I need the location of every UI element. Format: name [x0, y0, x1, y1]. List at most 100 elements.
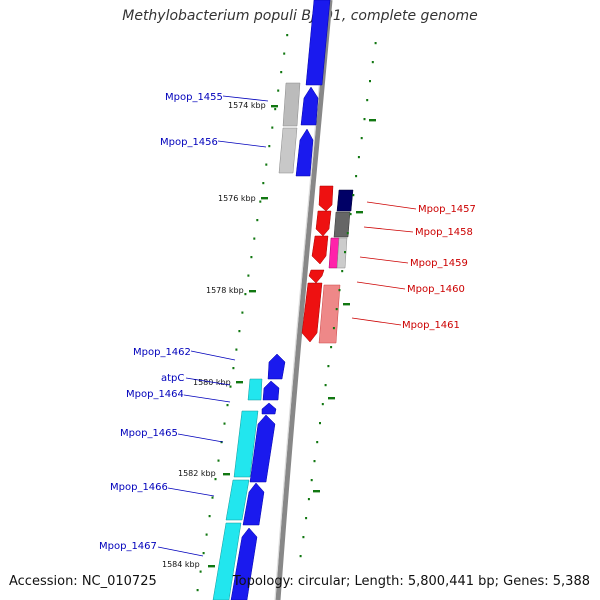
scale-dot: [241, 311, 244, 314]
gene-arrow-mpop-1462[interactable]: [267, 353, 286, 380]
forward-annotation-blocks: [212, 82, 301, 600]
scale-dot: [302, 536, 305, 539]
scale-label-1584: 1584 kbp: [162, 560, 200, 569]
scale-major-tick: [328, 397, 335, 400]
scale-dot: [371, 61, 374, 64]
scale-dot: [211, 496, 214, 499]
scale-dot: [262, 182, 265, 185]
gene-label-mpop-1460[interactable]: Mpop_1460: [407, 284, 465, 295]
scale-dot: [280, 71, 283, 74]
scale-dot: [366, 99, 369, 102]
gene-arrow-mpop-1460[interactable]: [308, 269, 325, 284]
annotation-block-mpop-1455[interactable]: [282, 82, 301, 127]
scale-dot: [316, 441, 319, 444]
scale-dot: [374, 42, 377, 45]
annotation-block-mpop-1465[interactable]: [233, 410, 259, 478]
gene-label-mpop-1459[interactable]: Mpop_1459: [410, 258, 468, 269]
scale-dot: [344, 251, 346, 254]
scale-dot: [232, 367, 235, 370]
scale-dot: [352, 194, 355, 197]
gene-arrow-mpop-1458[interactable]: [315, 210, 332, 237]
leader-mpop-1464: [183, 394, 231, 403]
gene-label-mpop-1465[interactable]: Mpop_1465: [120, 428, 178, 439]
annotation-block-atpc[interactable]: [247, 378, 263, 401]
gene-arrow-mpop-1464[interactable]: [261, 402, 277, 415]
annotation-block-mpop-1457[interactable]: [336, 189, 354, 212]
scale-dot: [305, 517, 308, 520]
scale-dot: [235, 348, 238, 351]
leader-mpop-1461: [351, 317, 402, 326]
scale-dot: [327, 365, 330, 368]
scale-dot: [259, 200, 262, 203]
scale-dot: [202, 552, 205, 555]
scale-dot: [363, 118, 366, 121]
accession-text: Accession: NC_010725: [9, 574, 157, 589]
scale-dot: [310, 479, 313, 482]
leader-mpop-1462: [190, 350, 236, 361]
scale-dot: [268, 145, 271, 148]
scale-dot: [253, 237, 256, 240]
scale-major-tick: [313, 490, 320, 493]
gene-label-mpop-1464[interactable]: Mpop_1464: [126, 389, 184, 400]
gene-label-mpop-1455[interactable]: Mpop_1455: [165, 92, 223, 103]
gene-arrow-mpop-1457[interactable]: [318, 185, 334, 212]
gene-label-atpc[interactable]: atpC: [161, 373, 184, 384]
annotation-block-mpop-1456[interactable]: [278, 127, 298, 174]
gene-label-mpop-1466[interactable]: Mpop_1466: [110, 482, 168, 493]
scale-dot: [226, 404, 229, 407]
annotation-block-mpop-1459-gray[interactable]: [336, 237, 348, 269]
gene-label-mpop-1458[interactable]: Mpop_1458: [415, 227, 473, 238]
scale-dot: [338, 289, 341, 292]
scale-dot: [283, 52, 286, 55]
scale-dot: [357, 156, 360, 159]
scale-label-1576: 1576 kbp: [218, 194, 256, 203]
gene-arrow-mpop-1466[interactable]: [242, 482, 265, 526]
scale-dot: [214, 478, 217, 481]
scale-major-tick: [223, 473, 230, 476]
scale-major-tick: [208, 565, 215, 568]
scale-dot: [199, 570, 202, 573]
scale-dot: [324, 384, 327, 387]
leader-mpop-1458: [363, 226, 414, 233]
gene-arrow-mpop-1455[interactable]: [300, 86, 319, 126]
gene-arrow-mpop-1459[interactable]: [311, 235, 329, 265]
scale-dot: [321, 403, 324, 406]
scale-dot: [196, 589, 199, 592]
scale-dot: [265, 163, 268, 166]
annotation-block-mpop-1461[interactable]: [318, 284, 341, 344]
gene-arrow-mpop-1456[interactable]: [295, 128, 314, 177]
reverse-strand-arrows: [301, 185, 334, 343]
reverse-gene-labels: Mpop_1457 Mpop_1458 Mpop_1459 Mpop_1460 …: [402, 204, 476, 331]
forward-strand-arrows: [230, 0, 331, 600]
leader-mpop-1467: [157, 546, 204, 557]
gene-label-mpop-1462[interactable]: Mpop_1462: [133, 347, 191, 358]
scale-dots: [196, 34, 377, 592]
gene-arrow-partial-top[interactable]: [305, 0, 331, 86]
gene-label-mpop-1457[interactable]: Mpop_1457: [418, 204, 476, 215]
gene-label-mpop-1456[interactable]: Mpop_1456: [160, 137, 218, 148]
scale-label-1582: 1582 kbp: [178, 469, 216, 478]
scale-dot: [299, 555, 302, 558]
gene-arrow-mpop-1465[interactable]: [249, 414, 276, 483]
scale-dot: [271, 126, 274, 129]
gene-label-mpop-1461[interactable]: Mpop_1461: [402, 320, 460, 331]
genome-backbone: [275, 0, 333, 600]
scale-major-tick: [343, 303, 350, 306]
scale-dot: [332, 327, 335, 330]
scale-major-tick: [236, 381, 243, 384]
leader-mpop-1459: [359, 256, 409, 264]
genome-summary-text: Topology: circular; Length: 5,800,441 bp…: [232, 574, 590, 589]
scale-dot: [319, 422, 321, 425]
gene-arrow-atpc[interactable]: [262, 380, 280, 401]
annotation-block-mpop-1458[interactable]: [333, 211, 351, 238]
annotation-block-mpop-1467[interactable]: [212, 522, 242, 600]
leader-mpop-1457: [366, 201, 417, 210]
annotation-block-mpop-1466[interactable]: [225, 479, 250, 521]
gene-arrow-mpop-1467[interactable]: [230, 527, 258, 600]
gene-arrow-mpop-1461[interactable]: [301, 282, 323, 343]
gene-label-mpop-1467[interactable]: Mpop_1467: [99, 541, 157, 552]
scale-dot: [274, 108, 277, 111]
reverse-leader-lines: [351, 201, 417, 326]
